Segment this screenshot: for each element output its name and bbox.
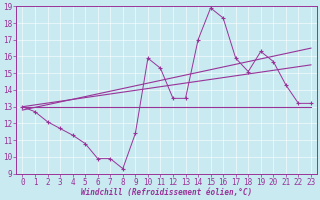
X-axis label: Windchill (Refroidissement éolien,°C): Windchill (Refroidissement éolien,°C) <box>81 188 252 197</box>
